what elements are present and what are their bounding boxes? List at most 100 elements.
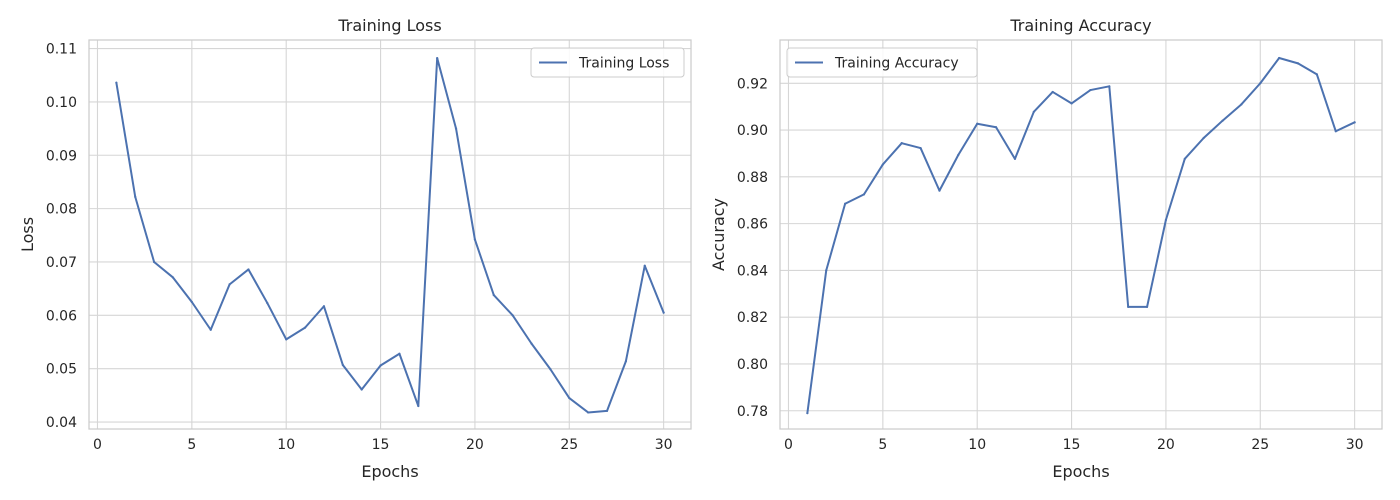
data-point xyxy=(436,57,439,60)
x-tick-label: 25 xyxy=(1251,437,1269,453)
data-point xyxy=(115,81,118,84)
data-point xyxy=(134,195,137,198)
data-point xyxy=(1353,121,1356,124)
data-point xyxy=(322,305,326,308)
data-point xyxy=(1089,88,1092,92)
data-point xyxy=(341,363,344,367)
subplot-1: 0 5 10 15 20 25 30 0.04 0.05 0.06 0.07 0.08 0.09 0.10… xyxy=(18,16,692,481)
data-point xyxy=(303,326,307,329)
x-tick-label: 30 xyxy=(655,437,673,453)
legend: Training Loss xyxy=(530,47,685,78)
y-tick-label: 0.82 xyxy=(737,310,768,326)
data-point xyxy=(1108,85,1111,88)
x-tick-label: 10 xyxy=(277,437,295,453)
data-point xyxy=(530,342,533,345)
data-point xyxy=(1032,110,1035,113)
y-tick-label: 0.86 xyxy=(737,217,768,233)
data-point xyxy=(844,202,847,205)
data-point xyxy=(209,328,212,331)
data-point xyxy=(153,260,156,264)
data-point xyxy=(1127,305,1130,308)
data-point xyxy=(1296,62,1300,65)
data-point xyxy=(511,314,514,317)
data-point xyxy=(919,146,922,150)
data-point xyxy=(454,127,458,130)
data-point xyxy=(1259,82,1262,85)
y-tick-label: 0.78 xyxy=(737,404,768,420)
data-point xyxy=(247,268,250,271)
x-tick-label: 20 xyxy=(466,437,484,453)
x-tick-label: 5 xyxy=(187,437,196,453)
data-point xyxy=(568,396,571,400)
y-tick-label: 0.05 xyxy=(46,362,77,378)
data-point xyxy=(825,269,828,272)
x-tick-label: 20 xyxy=(1157,437,1175,453)
data-point xyxy=(1070,102,1073,105)
data-point xyxy=(1202,136,1205,140)
data-point xyxy=(1183,157,1186,160)
data-point xyxy=(1240,103,1243,106)
data-point xyxy=(379,364,382,367)
plot-frame xyxy=(88,39,692,430)
data-point xyxy=(266,301,269,305)
y-tick-label: 0.04 xyxy=(46,415,77,431)
data-point xyxy=(1278,56,1281,60)
data-point xyxy=(1051,90,1054,94)
y-tick-label: 0.06 xyxy=(46,308,77,324)
y-tick-label: 0.11 xyxy=(46,42,77,58)
data-point xyxy=(285,338,288,341)
data-point xyxy=(360,388,363,391)
data-point xyxy=(862,193,866,196)
data-point xyxy=(398,352,401,355)
y-tick-label: 0.80 xyxy=(737,357,768,373)
legend-box xyxy=(786,47,978,78)
y-tick-label: 0.92 xyxy=(737,76,768,92)
data-point xyxy=(1013,157,1017,160)
x-tick-label: 25 xyxy=(560,437,578,453)
data-point xyxy=(900,142,903,145)
data-point xyxy=(938,189,941,192)
x-tick-label: 5 xyxy=(878,437,887,453)
y-tick-label: 0.84 xyxy=(737,263,768,279)
data-point xyxy=(957,153,960,156)
data-point xyxy=(994,126,998,129)
legend-label: Training Accuracy xyxy=(834,56,959,72)
data-point xyxy=(806,411,809,415)
data-point xyxy=(1164,218,1168,221)
y-tick-label: 0.07 xyxy=(46,255,77,271)
data-point xyxy=(643,264,646,267)
plot-frame xyxy=(779,39,1383,430)
data-point xyxy=(228,283,231,286)
x-tick-label: 30 xyxy=(1346,437,1364,453)
y-axis-label: Loss xyxy=(18,217,37,252)
chart-title: Training Loss xyxy=(337,16,441,35)
x-tick-label: 0 xyxy=(93,437,102,453)
y-tick-label: 0.08 xyxy=(46,202,77,218)
legend: Training Accuracy xyxy=(786,47,978,78)
x-tick-label: 15 xyxy=(372,437,390,453)
data-point xyxy=(1315,73,1318,76)
x-tick-label: 0 xyxy=(784,437,793,453)
legend-label: Training Loss xyxy=(578,56,669,72)
series-line-1 xyxy=(115,57,665,414)
data-point xyxy=(1145,305,1149,308)
data-point xyxy=(417,404,420,408)
data-point xyxy=(492,293,495,297)
y-tick-label: 0.10 xyxy=(46,95,77,111)
data-point xyxy=(473,238,477,241)
data-point xyxy=(171,276,175,279)
data-point xyxy=(587,411,590,414)
y-tick-label: 0.09 xyxy=(46,148,77,164)
series-line-1 xyxy=(806,57,1356,415)
legend-box xyxy=(530,47,685,78)
data-point xyxy=(976,122,979,125)
data-point xyxy=(881,163,884,166)
data-point xyxy=(1221,119,1224,122)
data-point xyxy=(1334,130,1337,133)
data-point xyxy=(605,409,609,412)
y-axis-label: Accuracy xyxy=(709,198,728,271)
data-point xyxy=(549,368,552,371)
chart-title: Training Accuracy xyxy=(1009,16,1151,35)
